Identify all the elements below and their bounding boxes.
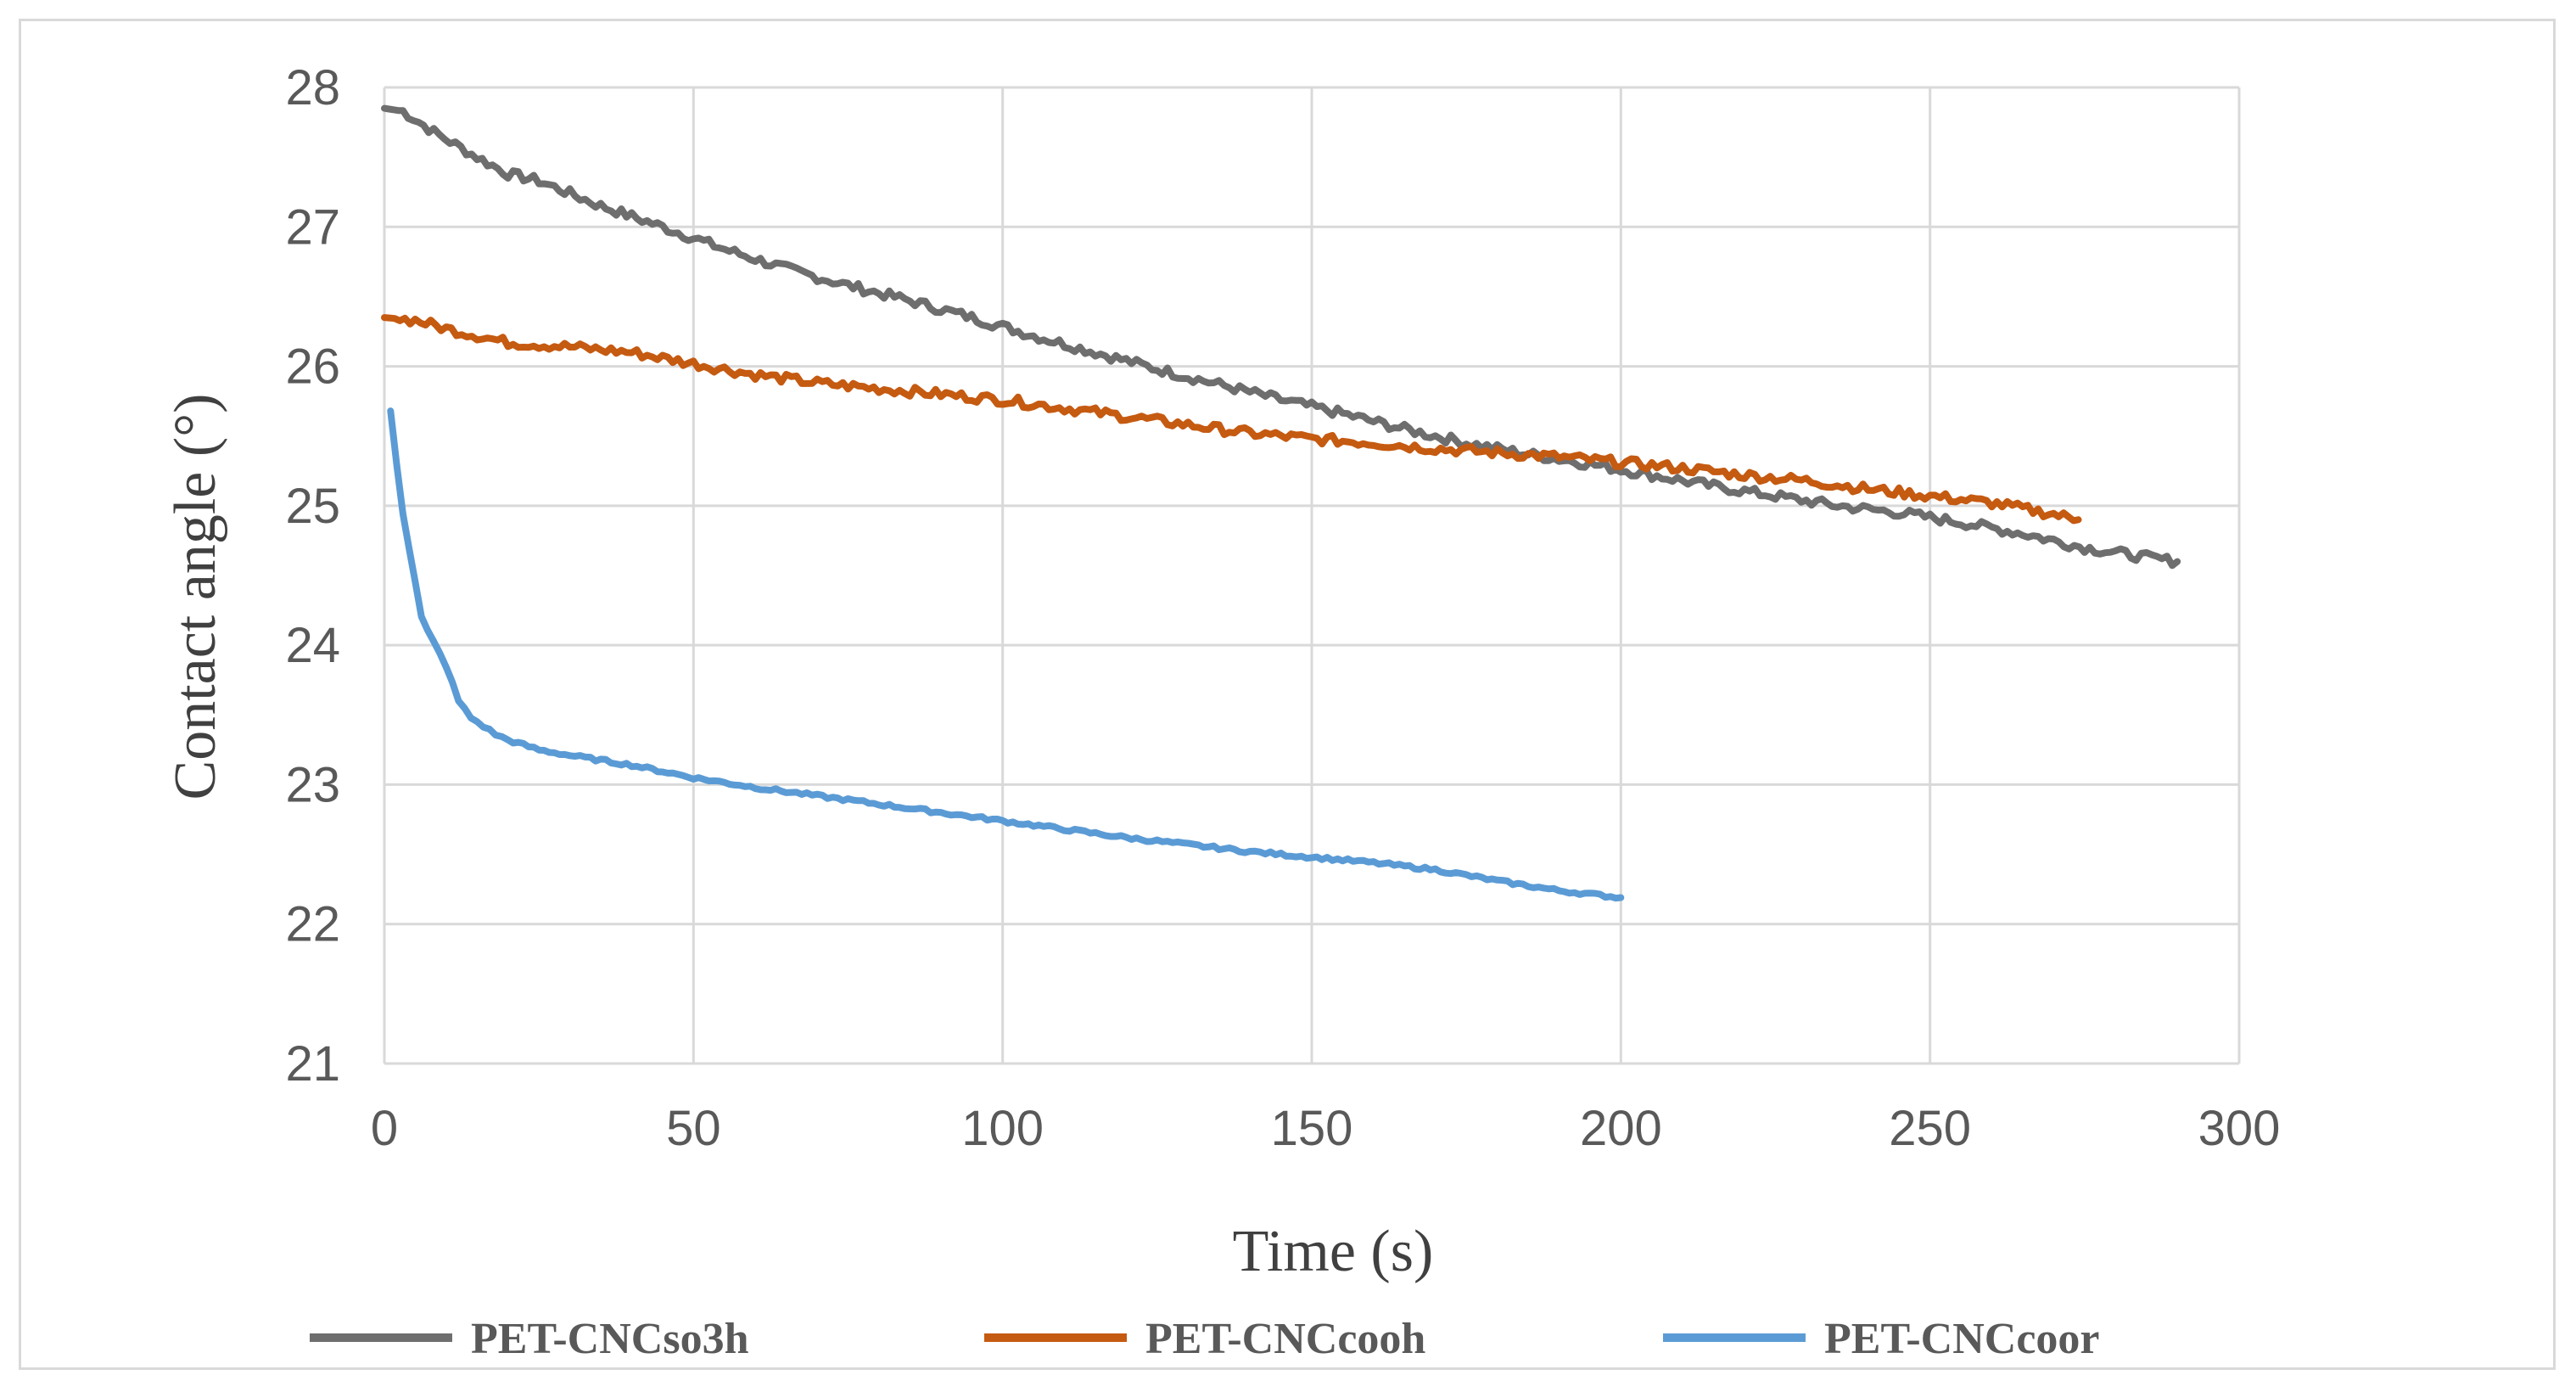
x-tick-label: 200 [1580,1101,1662,1156]
y-tick-label: 24 [285,618,340,673]
y-tick-label: 23 [285,757,340,812]
x-tick-label: 100 [961,1101,1044,1156]
x-tick-label: 250 [1889,1101,1971,1156]
x-tick-label: 150 [1271,1101,1353,1156]
chart-frame: 21 22 23 24 25 26 27 28 0 50 100 150 200 250 300 Time … [19,19,2556,1370]
series-line-pet-cnccoor [387,407,1625,902]
grid [383,86,2241,1065]
y-tick-label: 26 [285,340,340,395]
legend-label: PET-CNCso3h [471,1315,749,1363]
series-line-pet-cnccooh [381,314,2082,525]
legend-label: PET-CNCcooh [1145,1315,1425,1363]
x-tick-label: 300 [2198,1101,2281,1156]
x-tick-label: 50 [666,1101,721,1156]
y-tick-label: 27 [285,199,340,255]
series-layer [381,104,2181,902]
y-tick-label: 28 [285,60,340,115]
series-line-pet-cncso3h [381,104,2181,570]
legend-label: PET-CNCcoor [1824,1315,2100,1363]
y-axis-title: Contact angle (°) [163,394,228,800]
tick-labels: 21 22 23 24 25 26 27 28 0 50 100 150 200 250 300 [285,60,2280,1156]
y-tick-label: 25 [285,479,340,534]
line-chart: 21 22 23 24 25 26 27 28 0 50 100 150 200 250 300 Time … [163,60,2280,1363]
x-axis-title: Time (s) [1233,1219,1434,1284]
y-tick-label: 21 [285,1036,340,1092]
legend: PET-CNCso3h PET-CNCcooh PET-CNCcoor [310,1315,2100,1363]
y-tick-label: 22 [285,897,340,952]
x-tick-label: 0 [371,1101,398,1156]
